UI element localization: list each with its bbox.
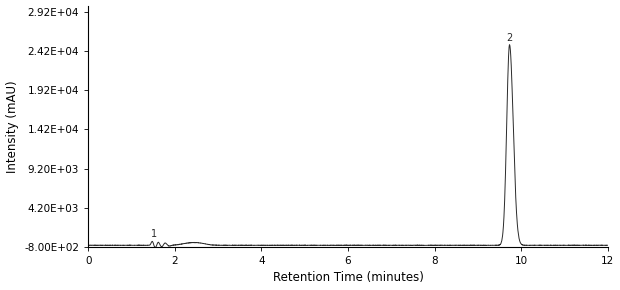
Text: 2: 2 [507,33,513,43]
Text: 1: 1 [151,229,157,239]
Y-axis label: Intensity (mAU): Intensity (mAU) [6,80,19,173]
X-axis label: Retention Time (minutes): Retention Time (minutes) [273,271,423,284]
